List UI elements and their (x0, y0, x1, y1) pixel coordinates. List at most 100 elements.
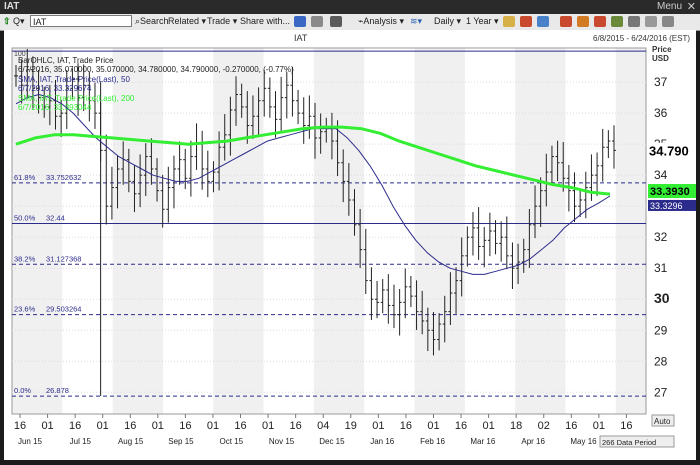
layout-icon[interactable] (537, 16, 549, 27)
fib-level-label: 23.6% (14, 305, 36, 314)
search-symbol-icon[interactable]: Q▾ (13, 16, 25, 26)
month-band (112, 48, 163, 414)
range-label: 1 Year (466, 16, 492, 26)
undo-icon[interactable] (294, 16, 306, 27)
x-month-label: Jan 16 (370, 437, 395, 446)
toolbar: ⇧ Q▾ IAT ⌕Search Related ▾ Trade ▾ Share… (0, 14, 700, 31)
x-month-label: Oct 15 (219, 437, 243, 446)
alerts-icon[interactable] (611, 16, 623, 27)
auto-scale-label: Auto (654, 417, 671, 426)
month-band (615, 48, 646, 414)
y-tick-label: 32 (654, 230, 668, 244)
y-tick-label: 34 (654, 168, 668, 182)
fib-value-label: 31.127368 (46, 254, 81, 263)
search-icon: ⌕ (135, 16, 141, 26)
legend-entry-values: 6/7/2016, 33.329674 (18, 84, 92, 93)
x-tick-label: 01 (97, 420, 109, 432)
zoom-icon[interactable] (560, 16, 572, 27)
x-tick-label: 16 (565, 420, 577, 432)
trade-menu[interactable]: Trade ▾ (207, 16, 238, 26)
window-titlebar: IAT Menu ✕ (0, 0, 700, 14)
sma200-value-box (648, 183, 696, 198)
fib-level-label: 38.2% (14, 254, 36, 263)
draw-tools-icon[interactable] (330, 16, 342, 27)
x-tick-label: 01 (41, 420, 53, 432)
analysis-menu[interactable]: ⌁Analysis ▾ (358, 16, 404, 26)
pattern-icon[interactable] (594, 16, 606, 27)
legend-entry-name: BarOHLC, IAT, Trade Price (18, 56, 114, 65)
current-price-box (648, 142, 696, 159)
x-tick-label: 16 (400, 420, 412, 432)
more-icon[interactable] (662, 16, 674, 27)
currency-axis-label: USD (652, 54, 669, 63)
interval-select[interactable]: Daily ▾ (434, 16, 462, 26)
annotate-icon[interactable] (577, 16, 589, 27)
x-month-label: Aug 15 (118, 437, 144, 446)
compare-icon[interactable] (520, 16, 532, 27)
month-band (12, 48, 63, 414)
fib-level-label: 50.0% (14, 214, 36, 223)
month-band (515, 48, 566, 414)
legend-entry-values: 6/7/2016, 35.070000, 35.070000, 34.78000… (18, 65, 294, 74)
y-tick-label: 29 (654, 323, 668, 337)
analysis-label: Analysis (363, 16, 397, 26)
chart-area[interactable]: 61.8% 33.752632 50.0% 32.44 38.2% 31.127368 23… (4, 30, 696, 460)
x-tick-label: 01 (262, 420, 274, 432)
settings-icon[interactable] (628, 16, 640, 27)
x-month-label: Jul 15 (70, 437, 92, 446)
fib-value-label: 26.878 (46, 386, 69, 395)
related-menu[interactable]: Related ▾ (168, 16, 207, 26)
x-month-label: Dec 15 (319, 437, 345, 446)
menu-button[interactable]: Menu (656, 1, 682, 12)
x-tick-label: 18 (510, 420, 522, 432)
x-tick-label: 19 (345, 420, 357, 432)
x-tick-label: 04 (317, 420, 329, 432)
x-month-label: Mar 16 (470, 437, 495, 446)
x-month-label: Nov 15 (269, 437, 295, 446)
auto-scale-button[interactable] (651, 414, 675, 427)
related-label: Related (168, 16, 200, 26)
y-tick-label: 36 (654, 106, 668, 120)
symbol-input[interactable]: IAT (30, 15, 132, 27)
price-axis-label: Price (652, 45, 672, 54)
sma200-value-label: 33.3930 (650, 186, 690, 198)
plot-frame (11, 47, 647, 415)
x-tick-label: 16 (179, 420, 191, 432)
fib-level-label: 61.8% (14, 173, 36, 182)
y-tick-label: 30 (654, 290, 670, 306)
x-month-label: Sep 15 (168, 437, 194, 446)
up-arrow-icon[interactable]: ⇧ (3, 16, 11, 26)
x-month-label: May 16 (570, 437, 597, 446)
x-tick-label: 01 (207, 420, 219, 432)
close-icon[interactable]: ✕ (686, 1, 696, 13)
price-chart[interactable]: 61.8% 33.752632 50.0% 32.44 38.2% 31.127368 23… (4, 30, 696, 460)
share-label: Share with... (240, 16, 291, 26)
share-menu[interactable]: Share with... (240, 16, 290, 26)
print-icon[interactable] (645, 16, 657, 27)
y-tick-label: 27 (654, 385, 668, 399)
x-tick-label: 16 (290, 420, 302, 432)
chart-style-icon[interactable] (503, 16, 515, 27)
legend-entry-values: 6/7/2016, 33.393044 (18, 103, 92, 112)
legend-top-label: 100 (14, 51, 26, 58)
fib-level-label: 0.0% (14, 386, 31, 395)
sma50-value-label: 33.3296 (650, 201, 683, 211)
current-price-label: 34.790 (649, 144, 689, 159)
x-tick-label: 16 (234, 420, 246, 432)
x-tick-label: 16 (124, 420, 136, 432)
search-button[interactable]: ⌕Search (135, 16, 169, 27)
analysis-icon: ⌁ (358, 16, 364, 26)
studies-icon[interactable]: ≋▾ (410, 16, 423, 26)
window-title: IAT (4, 1, 20, 12)
x-tick-label: 16 (14, 420, 26, 432)
y-tick-label: 28 (654, 354, 668, 368)
chart-title: IAT (294, 33, 308, 43)
refresh-icon[interactable] (311, 16, 323, 27)
sma-200-line (15, 125, 611, 196)
x-tick-label: 01 (593, 420, 605, 432)
x-tick-label: 02 (538, 420, 550, 432)
range-select[interactable]: 1 Year ▾ (466, 16, 499, 26)
data-period-button[interactable] (599, 435, 675, 448)
sma50-value-box (648, 199, 696, 211)
x-tick-label: 01 (152, 420, 164, 432)
